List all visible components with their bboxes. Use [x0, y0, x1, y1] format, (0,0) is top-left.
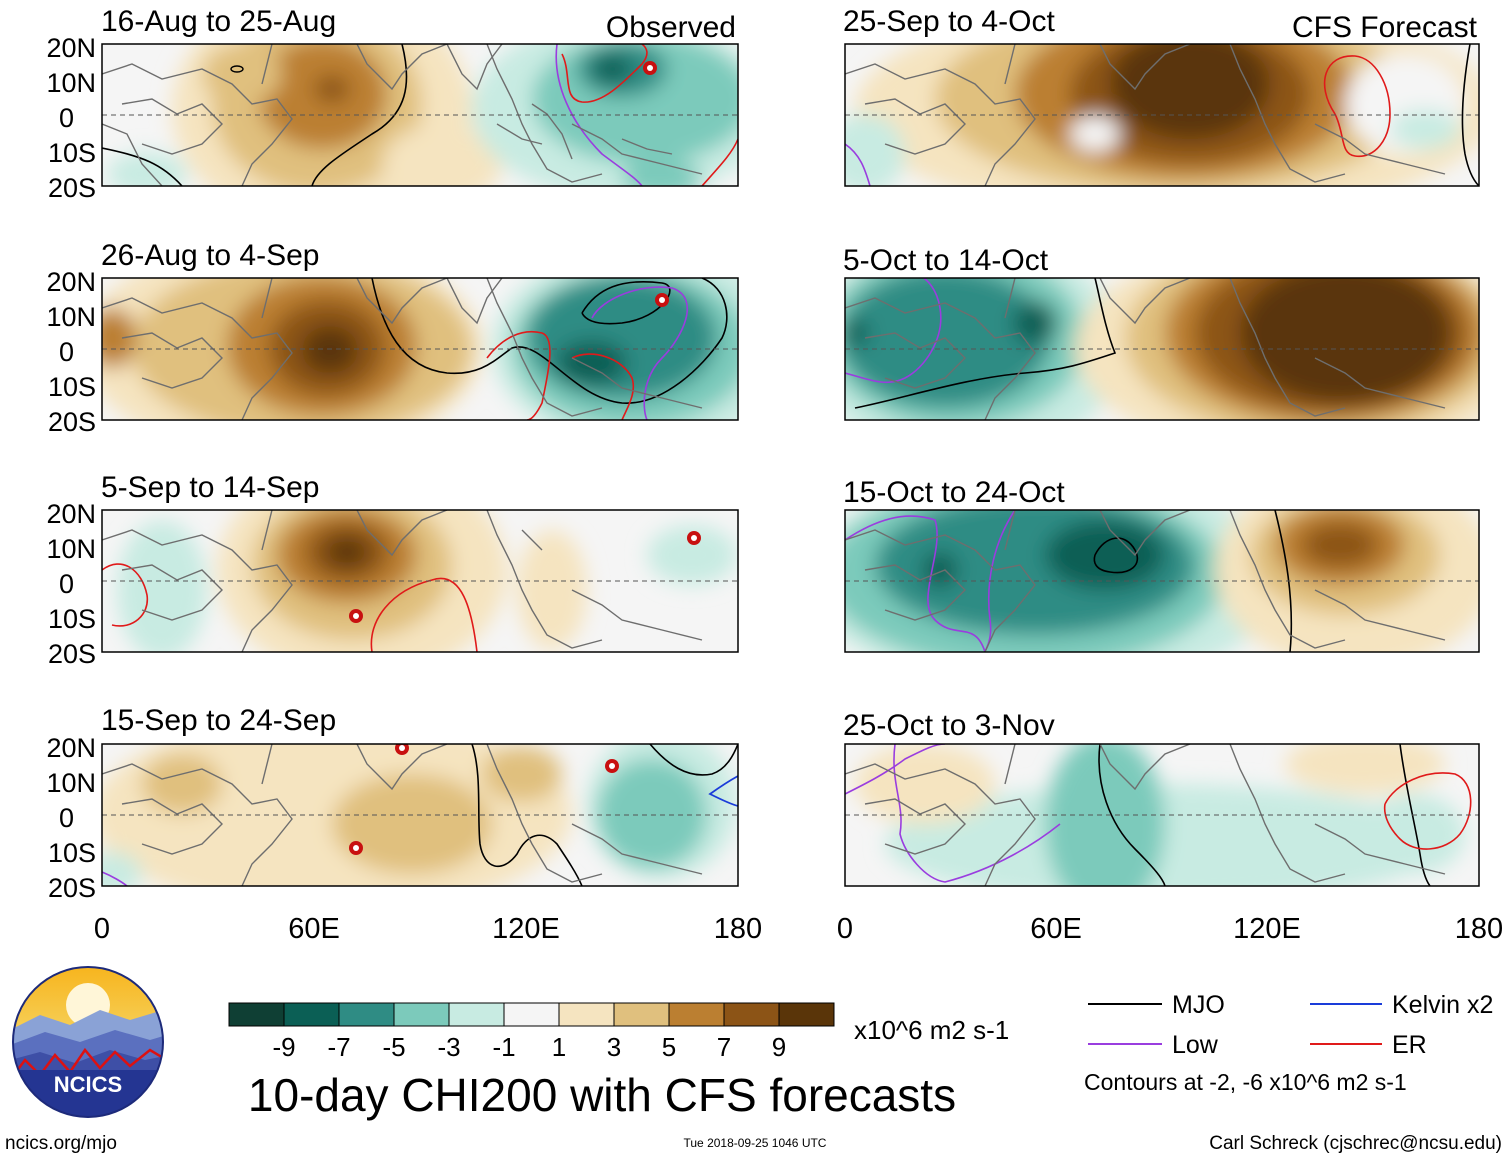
panel-obs2 [101, 277, 739, 421]
panel-title: 15-Sep to 24-Sep [101, 704, 336, 737]
logo-text: NCICS [54, 1072, 122, 1097]
cyclone-icon [395, 744, 409, 755]
panel-title: 15-Oct to 24-Oct [843, 476, 1065, 509]
colorbar-swatch [228, 1002, 285, 1027]
lat-label: 10S [48, 372, 96, 402]
lat-label: 0 [59, 803, 74, 833]
panel-obs4 [101, 743, 739, 887]
lat-label: 20N [46, 733, 96, 763]
lat-label: 10N [46, 768, 96, 798]
lat-label: 0 [59, 103, 74, 133]
lon-label: 60E [288, 913, 340, 945]
cyclone-icon [349, 609, 363, 623]
legend-label: MJO [1172, 991, 1225, 1019]
colorbar-tick-label: -7 [327, 1032, 350, 1062]
legend-label: Kelvin x2 [1392, 991, 1493, 1019]
colorbar-swatch [338, 1002, 395, 1027]
lon-label: 120E [1233, 913, 1301, 945]
colorbar-tick-label: 3 [607, 1032, 621, 1062]
lon-label: 120E [492, 913, 560, 945]
colorbar-tick-label: 5 [662, 1032, 676, 1062]
observed-label: Observed [606, 11, 736, 44]
panel-title: 25-Sep to 4-Oct [843, 5, 1055, 38]
colorbar-swatch [668, 1002, 725, 1027]
lat-axis: 20N 10N 0 10S 20S 20N 10N 0 10S 20S 20N … [46, 33, 96, 903]
panel-title: 16-Aug to 25-Aug [101, 5, 336, 38]
units-label: x10^6 m2 s-1 [854, 1015, 1009, 1045]
colorbar-swatch [503, 1002, 560, 1027]
colorbar-swatch [778, 1002, 835, 1027]
ncics-logo: NCICS [12, 966, 164, 1118]
lat-label: 10N [46, 534, 96, 564]
lon-label: 0 [837, 913, 853, 945]
lat-label: 20N [46, 267, 96, 297]
figure-title: 10-day CHI200 with CFS forecasts [248, 1069, 956, 1121]
cyclone-icon [605, 759, 619, 773]
panel-fc3 [844, 509, 1480, 653]
lat-label: 20S [48, 407, 96, 437]
colorbar-swatch [393, 1002, 450, 1027]
lat-label: 10N [46, 68, 96, 98]
colorbar-tick-label: 9 [772, 1032, 786, 1062]
lon-axis: 0 60E 120E 180 0 60E 120E 180 [94, 913, 1503, 945]
panel-fc1 [844, 43, 1480, 187]
panel-obs1 [101, 43, 739, 187]
lat-label: 20N [46, 33, 96, 63]
colorbar-tick-label: -9 [272, 1032, 295, 1062]
forecast-label: CFS Forecast [1292, 11, 1478, 44]
lat-label: 20S [48, 639, 96, 669]
panel-obs3 [101, 509, 739, 653]
colorbar-tick-label: -5 [382, 1032, 405, 1062]
colorbar-swatch [613, 1002, 670, 1027]
credit: Carl Schreck (cjschrec@ncsu.edu) [1209, 1133, 1502, 1154]
legend-label: ER [1392, 1031, 1427, 1059]
lat-label: 10S [48, 838, 96, 868]
timestamp: Tue 2018-09-25 1046 UTC [684, 1136, 827, 1150]
cyclone-icon [349, 841, 363, 855]
lon-label: 180 [714, 913, 762, 945]
colorbar: -9 -7 -5 -3 -1 1 3 5 7 9 [228, 1002, 835, 1062]
cyclone-icon [655, 293, 669, 307]
panel-fc2 [844, 277, 1480, 421]
panel-title: 5-Sep to 14-Sep [101, 471, 319, 504]
colorbar-tick-label: 7 [717, 1032, 731, 1062]
colorbar-swatch [283, 1002, 340, 1027]
site-link[interactable]: ncics.org/mjo [5, 1133, 117, 1154]
cyclone-icon [687, 531, 701, 545]
lon-label: 60E [1030, 913, 1082, 945]
lon-label: 180 [1455, 913, 1503, 945]
lat-label: 10S [48, 604, 96, 634]
colorbar-tick-label: -3 [437, 1032, 460, 1062]
lat-label: 20S [48, 173, 96, 203]
colorbar-tick-label: -1 [492, 1032, 515, 1062]
lat-label: 20N [46, 499, 96, 529]
panel-title: 5-Oct to 14-Oct [843, 244, 1049, 277]
legend-label: Low [1172, 1031, 1219, 1059]
lat-label: 10N [46, 302, 96, 332]
panel-fc4 [844, 743, 1480, 887]
lat-label: 0 [59, 569, 74, 599]
colorbar-swatch [558, 1002, 615, 1027]
panel-title: 25-Oct to 3-Nov [843, 709, 1055, 742]
cyclone-icon [643, 61, 657, 75]
colorbar-tick-label: 1 [552, 1032, 566, 1062]
contours-note: Contours at -2, -6 x10^6 m2 s-1 [1084, 1069, 1407, 1095]
lat-label: 0 [59, 337, 74, 367]
colorbar-swatch [448, 1002, 505, 1027]
panel-title: 26-Aug to 4-Sep [101, 239, 319, 272]
lat-label: 10S [48, 138, 96, 168]
lon-label: 0 [94, 913, 110, 945]
colorbar-swatch [723, 1002, 780, 1027]
lat-label: 20S [48, 873, 96, 903]
line-legend: MJO Kelvin x2 Low ER Contours at -2, -6 … [1084, 991, 1493, 1095]
